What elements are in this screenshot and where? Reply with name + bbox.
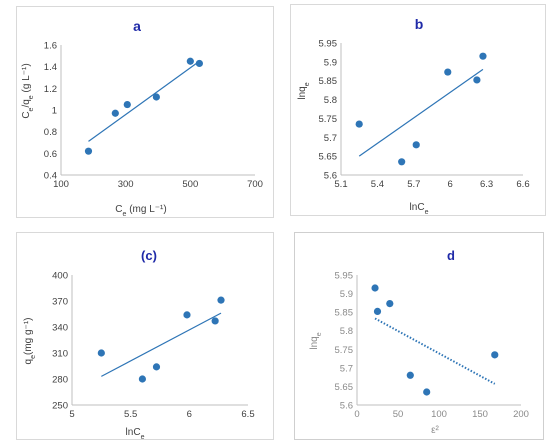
data-point xyxy=(406,371,414,379)
data-point xyxy=(183,311,191,319)
panel-b: b 5.1 5.4 5.7 6 6.3 6.6 5.6 5.65 5.7 5.75 5.8 5.85 5.… xyxy=(290,4,546,216)
x-axis-label: lnCe xyxy=(410,202,429,216)
x-tick-label: 6.3 xyxy=(480,179,493,190)
chart-title: b xyxy=(415,16,424,32)
x-tick-label: 100 xyxy=(53,179,69,190)
x-tick-label: 50 xyxy=(393,409,404,420)
y-tick-label: 0.6 xyxy=(44,149,57,160)
chart-title: (c) xyxy=(141,248,157,263)
x-tick-label: 5.7 xyxy=(407,179,420,190)
y-tick-label: 5.9 xyxy=(340,289,353,300)
y-tick-label: 5.9 xyxy=(324,57,337,68)
data-point xyxy=(444,68,452,76)
x-tick-label: 100 xyxy=(431,409,447,420)
data-point xyxy=(479,52,487,60)
trendline xyxy=(374,317,496,385)
x-tick-label: 5.5 xyxy=(124,409,137,420)
data-point xyxy=(373,307,382,315)
x-tick-label: 6.5 xyxy=(241,409,254,420)
chart-title: d xyxy=(447,248,455,263)
x-tick-label: 5.1 xyxy=(334,179,347,190)
x-tick-label: 700 xyxy=(247,179,263,190)
y-tick-label: 280 xyxy=(52,375,68,386)
y-tick-label: 5.6 xyxy=(324,171,337,182)
data-point xyxy=(84,147,93,155)
y-tick-label: 5.85 xyxy=(335,308,354,319)
chart-b: b 5.1 5.4 5.7 6 6.3 6.6 5.6 5.65 5.7 5.75 5.8 5.85 5.… xyxy=(297,16,530,216)
y-tick-label: 5.65 xyxy=(319,152,338,163)
x-tick-label: 6.6 xyxy=(516,179,529,190)
data-point xyxy=(412,141,420,149)
x-tick-label: 5 xyxy=(69,409,74,420)
y-tick-label: 5.75 xyxy=(319,114,338,125)
y-tick-label: 310 xyxy=(52,349,68,360)
y-tick-label: 5.8 xyxy=(324,95,337,106)
y-axis-label: lnqe xyxy=(309,332,323,349)
trendline xyxy=(358,68,484,157)
y-tick-label: 1.2 xyxy=(44,84,57,95)
y-tick-label: 5.7 xyxy=(324,133,337,144)
data-point xyxy=(355,120,363,128)
data-point xyxy=(491,351,499,359)
data-point xyxy=(152,363,161,371)
y-tick-label: 250 xyxy=(52,401,68,412)
x-axis-label: ε² xyxy=(431,425,439,436)
y-axis-label: Ce/qe (g L⁻¹) xyxy=(21,63,35,118)
data-point xyxy=(195,59,203,68)
panel-a: a 100 300 500 700 0.4 0.6 0.8 1 1.2 1.4 1.6 Ce (mg L… xyxy=(16,6,274,218)
data-point xyxy=(386,300,394,308)
data-point xyxy=(217,296,225,304)
x-axis-label: Ce (mg L⁻¹) xyxy=(115,204,166,218)
trendline xyxy=(101,312,222,377)
panel-d: d 0 50 100 150 200 5.6 5.65 5.7 5.75 5.8 5.85 5.9 5.9… xyxy=(294,232,544,440)
panel-c: (c) 5 5.5 6 6.5 250 280 310 340 370 400 lnCe qe(mg g… xyxy=(16,232,274,441)
y-tick-label: 5.7 xyxy=(340,363,353,374)
y-tick-label: 340 xyxy=(52,323,68,334)
y-tick-label: 5.85 xyxy=(319,76,338,87)
chart-d: d 0 50 100 150 200 5.6 5.65 5.7 5.75 5.8 5.85 5.9 5.9… xyxy=(309,248,529,436)
data-point xyxy=(138,375,146,383)
data-point xyxy=(473,76,481,84)
y-tick-label: 370 xyxy=(52,297,68,308)
y-tick-label: 1.4 xyxy=(44,62,57,73)
chart-a: a 100 300 500 700 0.4 0.6 0.8 1 1.2 1.4 1.6 Ce (mg L… xyxy=(21,18,263,218)
trendline xyxy=(88,60,200,142)
y-tick-label: 400 xyxy=(52,271,68,282)
y-tick-label: 5.6 xyxy=(340,401,353,412)
x-tick-label: 500 xyxy=(182,179,198,190)
data-point xyxy=(423,388,431,396)
data-point xyxy=(123,100,131,109)
x-axis-label: lnCe xyxy=(126,427,145,441)
y-axis-label: lnqe xyxy=(297,82,311,99)
y-axis-label: qe(mg g⁻¹) xyxy=(23,318,37,365)
y-tick-label: 5.95 xyxy=(319,39,338,50)
y-tick-label: 5.8 xyxy=(340,326,353,337)
data-point xyxy=(111,109,119,117)
y-tick-label: 5.65 xyxy=(335,382,354,393)
y-tick-label: 5.75 xyxy=(335,345,354,356)
data-point xyxy=(371,284,379,292)
x-tick-label: 200 xyxy=(513,409,529,420)
x-tick-label: 0 xyxy=(354,409,359,420)
data-point xyxy=(186,57,194,65)
y-tick-label: 0.4 xyxy=(44,171,57,182)
data-point xyxy=(211,317,219,325)
x-tick-label: 300 xyxy=(118,179,134,190)
y-tick-label: 5.95 xyxy=(335,271,354,282)
y-tick-label: 1.6 xyxy=(44,41,57,52)
x-tick-label: 5.4 xyxy=(371,179,384,190)
data-point xyxy=(398,158,406,166)
data-point xyxy=(97,349,105,357)
data-point xyxy=(152,93,160,101)
x-tick-label: 6 xyxy=(448,179,453,190)
chart-c: (c) 5 5.5 6 6.5 250 280 310 340 370 400 lnCe qe(mg g… xyxy=(23,248,255,441)
x-tick-label: 6 xyxy=(187,409,192,420)
x-tick-label: 150 xyxy=(472,409,488,420)
y-tick-label: 1 xyxy=(52,106,57,117)
y-tick-label: 0.8 xyxy=(44,127,57,138)
chart-title: a xyxy=(133,18,141,34)
